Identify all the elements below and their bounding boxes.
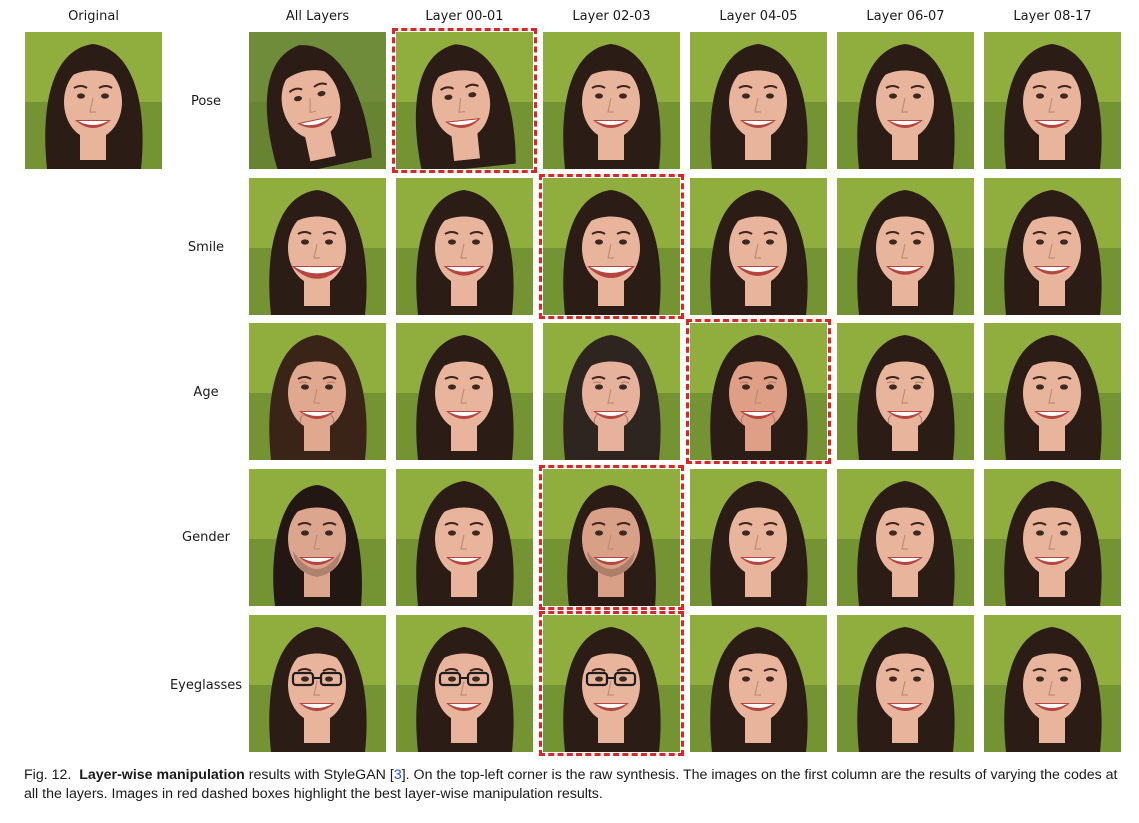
caption-bold-title: Layer-wise manipulation <box>79 767 245 783</box>
portrait-gender-layer-02-03 <box>543 469 680 606</box>
portrait-smile-layer-04-05 <box>690 178 827 315</box>
caption-cite-close: ] <box>401 767 406 783</box>
caption-text-2: . On the top-left corner is the raw synt… <box>24 767 1118 802</box>
col-label-layer-06-07: Layer 06-07 <box>866 9 945 24</box>
portrait-gender-all-layers <box>249 469 386 606</box>
row-label-smile: Smile <box>187 240 225 255</box>
portrait-gender-layer-04-05 <box>690 469 827 606</box>
col-label-all-layers: All Layers <box>285 9 350 24</box>
col-label-layer-00-01: Layer 00-01 <box>425 9 504 24</box>
portrait-eyeglasses-layer-04-05 <box>690 615 827 752</box>
portrait-pose-layer-00-01 <box>396 32 533 169</box>
portrait-eyeglasses-layer-00-01 <box>396 615 533 752</box>
portrait-pose-layer-02-03 <box>543 32 680 169</box>
portrait-smile-layer-02-03 <box>543 178 680 315</box>
portrait-smile-layer-06-07 <box>837 178 974 315</box>
row-label-eyeglasses: Eyeglasses <box>169 678 243 693</box>
portrait-age-layer-04-05 <box>690 323 827 460</box>
portrait-original <box>25 32 162 169</box>
col-label-layer-02-03: Layer 02-03 <box>572 9 651 24</box>
caption-cite-open: [ <box>389 767 394 783</box>
portrait-age-all-layers <box>249 323 386 460</box>
portrait-pose-layer-08-17 <box>984 32 1121 169</box>
row-label-gender: Gender <box>182 530 230 545</box>
portrait-smile-layer-08-17 <box>984 178 1121 315</box>
portrait-age-layer-08-17 <box>984 323 1121 460</box>
portrait-pose-all-layers <box>249 32 386 169</box>
portrait-pose-layer-04-05 <box>690 32 827 169</box>
portrait-pose-layer-06-07 <box>837 32 974 169</box>
portrait-eyeglasses-layer-02-03 <box>543 615 680 752</box>
portrait-eyeglasses-layer-08-17 <box>984 615 1121 752</box>
col-label-layer-04-05: Layer 04-05 <box>719 9 798 24</box>
portrait-smile-all-layers <box>249 178 386 315</box>
caption-text-1: results with StyleGAN <box>248 767 386 783</box>
portrait-gender-layer-06-07 <box>837 469 974 606</box>
portrait-eyeglasses-layer-06-07 <box>837 615 974 752</box>
row-label-pose: Pose <box>190 94 222 109</box>
portrait-age-layer-06-07 <box>837 323 974 460</box>
caption-fig-number: Fig. 12. <box>24 767 72 783</box>
portrait-gender-layer-08-17 <box>984 469 1121 606</box>
row-label-age: Age <box>193 385 219 400</box>
portrait-age-layer-00-01 <box>396 323 533 460</box>
portrait-age-layer-02-03 <box>543 323 680 460</box>
caption-citation-link[interactable]: 3 <box>393 767 402 783</box>
col-label-layer-08-17: Layer 08-17 <box>1013 9 1092 24</box>
col-label-original: Original <box>68 9 119 24</box>
portrait-eyeglasses-all-layers <box>249 615 386 752</box>
figure-caption: Fig. 12. Layer-wise manipulation results… <box>24 766 1124 804</box>
portrait-smile-layer-00-01 <box>396 178 533 315</box>
portrait-gender-layer-00-01 <box>396 469 533 606</box>
